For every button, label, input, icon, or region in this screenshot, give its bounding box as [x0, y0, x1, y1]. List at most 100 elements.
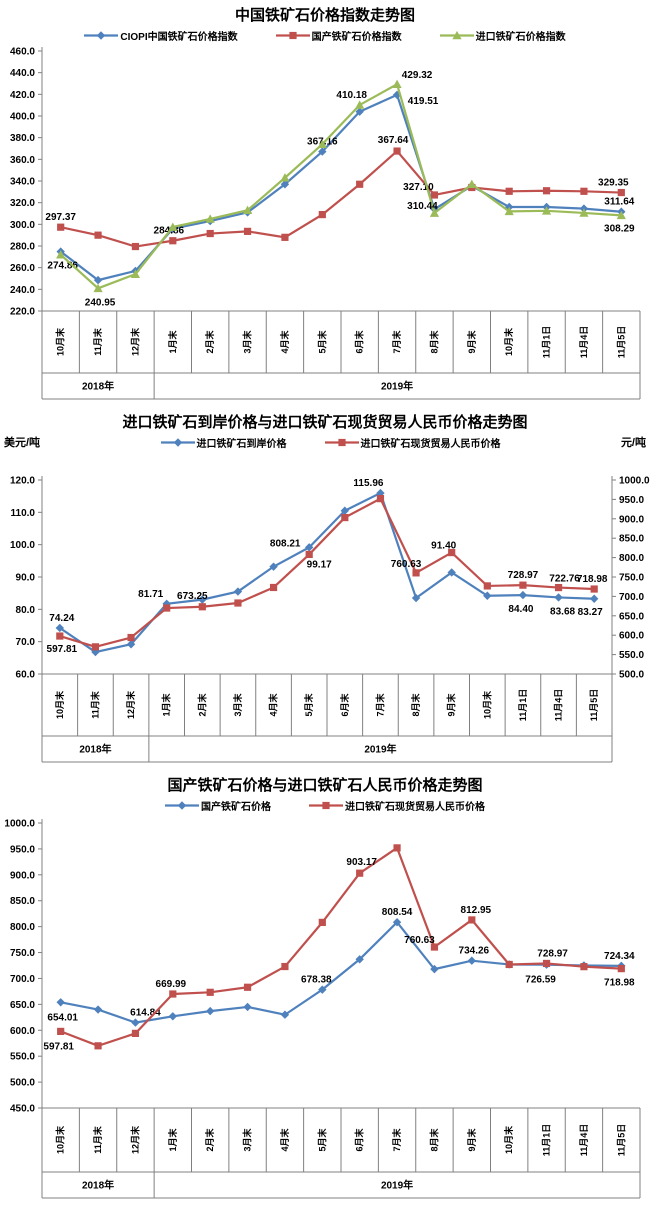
square-marker-icon — [206, 988, 214, 996]
y-tick-label: 220.0 — [10, 307, 35, 318]
diamond-marker-icon — [93, 1005, 103, 1014]
x-tick-label: 11月末 — [92, 1125, 103, 1154]
x-tick-label: 1月末 — [167, 330, 178, 354]
x-tick-label: 6月末 — [354, 1128, 365, 1152]
y2-tick-label: 750.0 — [619, 573, 644, 584]
triangle-marker-icon — [56, 250, 66, 259]
legend: 美元/吨 进口铁矿石到岸价格 进口铁矿石现货贸易人民币价格 元/吨 — [0, 434, 650, 450]
diamond-marker-icon — [355, 107, 364, 116]
diamond-marker-icon — [131, 1018, 140, 1027]
triangle-marker-icon — [429, 208, 440, 217]
data-label: 728.97 — [537, 948, 568, 959]
triangle-marker-icon — [168, 222, 178, 231]
data-label: 728.97 — [508, 570, 539, 581]
x-tick-label: 12月末 — [129, 327, 140, 356]
legend-item: 进口铁矿石现货贸易人民币价格 — [324, 435, 501, 450]
y-tick-label: 600.0 — [10, 1026, 35, 1037]
series-line — [59, 497, 595, 648]
diamond-marker-icon — [554, 593, 563, 602]
triangle-marker-icon — [452, 30, 462, 39]
data-label: 308.29 — [604, 223, 635, 234]
legend: 国产铁矿石价格 进口铁矿石现货贸易人民币价格 — [0, 797, 650, 813]
y-tick-label: 900.0 — [10, 870, 35, 881]
square-marker-icon — [131, 1029, 140, 1037]
diamond-marker-icon — [162, 599, 171, 609]
square-marker-icon — [198, 603, 206, 611]
diamond-marker-icon — [304, 543, 314, 552]
y2-tick-label: 600.0 — [619, 631, 644, 642]
legend-item: 进口铁矿石现货贸易人民币价格 — [309, 798, 485, 813]
diamond-marker-icon — [340, 506, 350, 515]
y-tick-label: 800.0 — [10, 922, 35, 933]
triangle-marker-icon — [242, 205, 253, 215]
legend-marker-icon — [439, 30, 474, 39]
y-tick-label: 320.0 — [10, 198, 35, 209]
square-marker-icon — [376, 495, 385, 503]
x-tick-label: 4月末 — [268, 693, 279, 717]
square-marker-icon — [56, 632, 64, 640]
diamond-marker-icon — [56, 998, 65, 1007]
square-marker-icon — [318, 210, 326, 219]
y2-tick-label: 950.0 — [619, 495, 644, 506]
square-marker-icon — [505, 960, 513, 969]
series-square: 597.81 669.99 903.17 760.63 812.95 728.97 718.… — [43, 844, 635, 1052]
data-label: 614.84 — [130, 1008, 161, 1019]
diamond-marker-icon — [177, 800, 187, 810]
x-axis: 10月末 11月末 12月末 1月末 2月末 3月末 4月末 5月末 6月末 7月末 8月末 9月末 1… — [41, 310, 641, 400]
diamond-marker-icon — [205, 1006, 215, 1016]
data-label: 410.18 — [336, 90, 367, 101]
square-marker-icon — [341, 513, 349, 522]
square-marker-icon — [91, 643, 100, 651]
data-label: 718.98 — [577, 574, 608, 585]
x-tick-label: 8月末 — [428, 330, 439, 354]
square-marker-icon — [281, 233, 289, 241]
y-tick-label: 110.0 — [11, 508, 36, 519]
data-label: 903.17 — [346, 857, 377, 868]
square-marker-icon — [617, 188, 625, 197]
x-tick-label: 9月末 — [466, 1128, 477, 1152]
data-label: 99.17 — [307, 559, 332, 570]
triangle-marker-icon — [504, 206, 514, 216]
diamond-marker-icon — [269, 562, 278, 571]
square-marker-icon — [468, 916, 476, 924]
legend-marker-icon — [324, 438, 359, 446]
y-tick-label: 380.0 — [10, 133, 35, 144]
x-tick-label: 11月1日 — [542, 326, 552, 359]
data-label: 367.64 — [378, 135, 409, 146]
plot-area-domestic: 1000.0 950.0 900.0 850.0 800.0 750.0 700.0 650.… — [4, 819, 641, 1199]
square-marker-icon — [169, 237, 177, 245]
y-tick-label: 70.0 — [16, 637, 36, 648]
x-tick-label: 4月末 — [279, 330, 290, 354]
diamond-marker-icon — [97, 30, 106, 40]
legend-item: 进口铁矿石到岸价格 — [160, 435, 287, 450]
diamond-marker-icon — [168, 1012, 178, 1021]
y-tick-label: 280.0 — [10, 242, 35, 253]
data-label: 81.71 — [138, 589, 163, 600]
square-marker-icon — [393, 844, 401, 852]
square-marker-icon — [412, 569, 420, 577]
chart-title: 中国铁矿石价格指数走势图 — [234, 7, 415, 24]
y2-tick-label: 550.0 — [619, 650, 644, 661]
y2-tick-label: 900.0 — [619, 514, 644, 525]
diamond-marker-icon — [411, 593, 421, 603]
square-marker-icon — [322, 801, 330, 809]
square-marker-icon — [580, 963, 588, 971]
data-label: 673.25 — [177, 591, 208, 602]
data-label: 726.59 — [525, 975, 556, 986]
x-tick-label: 5月末 — [316, 330, 327, 354]
triangle-marker-icon — [205, 214, 215, 223]
x-tick-label: 11月末 — [89, 690, 100, 719]
x-tick-label: 5月末 — [303, 693, 314, 717]
y-tick-label: 500.0 — [10, 1078, 35, 1089]
chart-title: 国产铁矿石价格与进口铁矿石人民币价格走势图 — [167, 777, 483, 794]
x-tick-label: 11月1日 — [542, 1124, 552, 1157]
year-group-label: 2019年 — [364, 743, 396, 756]
series-diamond: 74.24 81.71 99.17 115.96 91.40 84.40 83.68 83.2… — [49, 478, 603, 657]
data-label: 327.10 — [403, 182, 434, 193]
triangle-marker-icon — [93, 283, 103, 293]
y-tick-label: 650.0 — [10, 1000, 35, 1011]
year-group-label: 2018年 — [82, 1179, 114, 1192]
square-marker-icon — [519, 581, 527, 589]
x-tick-label: 8月末 — [428, 1128, 439, 1152]
x-tick-label: 9月末 — [466, 330, 477, 354]
